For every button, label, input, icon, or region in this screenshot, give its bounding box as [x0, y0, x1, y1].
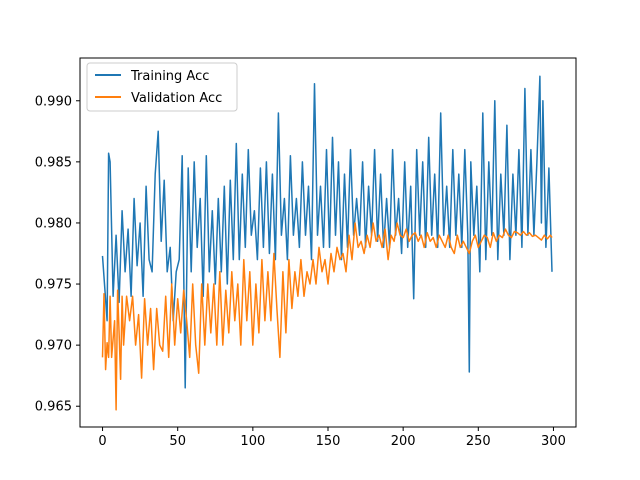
x-tick-label: 100	[240, 434, 265, 449]
x-tick-label: 0	[98, 434, 106, 449]
x-axis: 0 50 100 150 200 250 300	[98, 427, 566, 449]
y-tick-label: 0.985	[35, 155, 72, 170]
x-tick-label: 300	[541, 434, 566, 449]
x-tick-label: 50	[169, 434, 186, 449]
series-layer	[101, 75, 553, 411]
legend-box	[86, 62, 238, 112]
legend: Training Acc Validation Acc	[86, 62, 238, 112]
y-tick-label: 0.965	[35, 400, 72, 415]
x-tick-label: 150	[316, 434, 341, 449]
y-tick-label: 0.970	[35, 339, 72, 354]
y-tick-label: 0.975	[35, 278, 72, 293]
y-tick-label: 0.990	[35, 94, 72, 109]
y-tick-label: 0.980	[35, 216, 72, 231]
legend-label-training: Training Acc	[130, 69, 209, 84]
x-tick-label: 250	[466, 434, 491, 449]
series-line-validation-acc	[101, 222, 553, 411]
series-line-training-acc	[101, 75, 553, 389]
y-axis: 0.965 0.970 0.975 0.980 0.985 0.990	[35, 94, 80, 415]
x-tick-label: 200	[391, 434, 416, 449]
legend-label-validation: Validation Acc	[131, 91, 222, 106]
